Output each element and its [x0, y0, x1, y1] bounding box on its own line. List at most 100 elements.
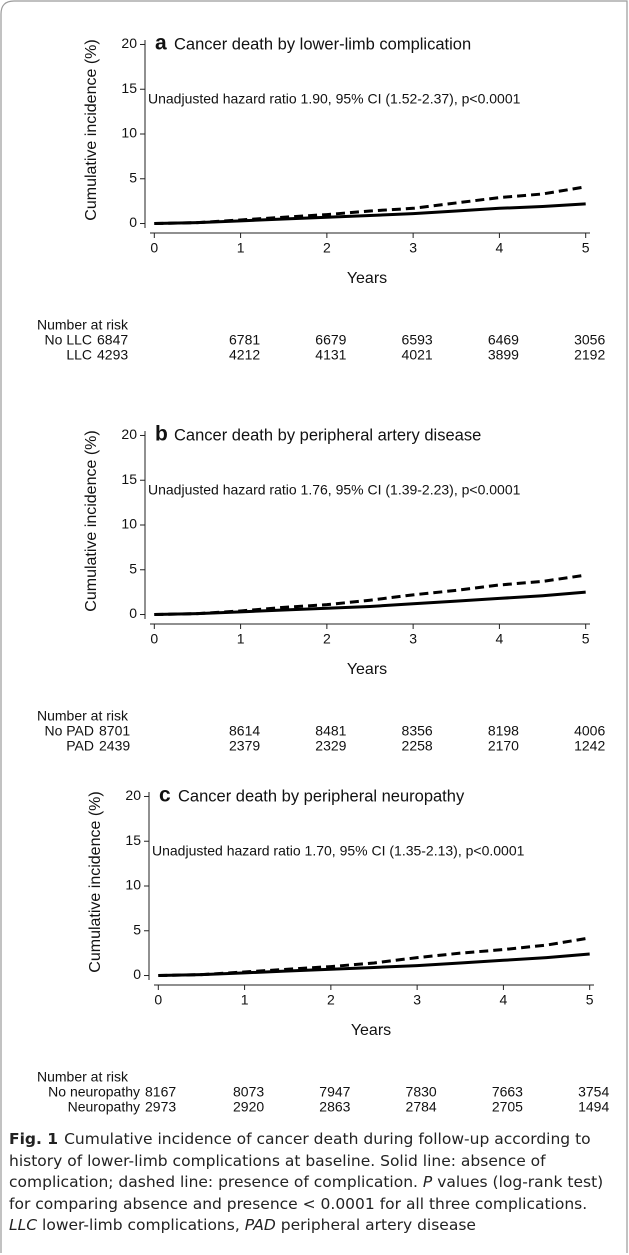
x-axis-title: Years [347, 661, 387, 678]
risk-value: 6593 [402, 332, 433, 348]
risk-value: 6781 [229, 332, 260, 348]
y-tick-label: 20 [121, 35, 137, 51]
risk-value: 2258 [402, 738, 433, 754]
y-tick-label: 15 [125, 832, 141, 848]
risk-value: 8614 [229, 723, 260, 739]
risk-value: 2973 [145, 1099, 176, 1115]
y-tick-label: 0 [129, 214, 137, 230]
x-axis-title: Years [351, 1022, 391, 1039]
risk-value: 3056 [574, 332, 605, 348]
risk-value: 2379 [229, 738, 260, 754]
y-tick-label: 5 [129, 560, 137, 576]
risk-value: 2192 [574, 347, 605, 363]
risk-value: 8198 [488, 723, 519, 739]
risk-row-label: Neuropathy [68, 1099, 140, 1115]
x-tick-label: 3 [409, 631, 417, 647]
risk-value: 1494 [578, 1099, 609, 1115]
risk-value: 4006 [574, 723, 605, 739]
caption-text: values (log-rank test) for comparing abs… [9, 1173, 604, 1213]
y-axis-title: Cumulative incidence (%) [83, 430, 100, 611]
y-tick-label: 10 [121, 516, 137, 532]
x-tick-label: 4 [496, 631, 504, 647]
risk-row-label: LLC [66, 347, 92, 363]
risk-value: 7663 [492, 1084, 523, 1100]
risk-value: 8481 [315, 723, 346, 739]
annotation: Unadjusted hazard ratio 1.76, 95% CI (1.… [148, 482, 521, 498]
risk-value: 2784 [406, 1099, 437, 1115]
panel-label: a [155, 32, 167, 55]
risk-value: 8701 [99, 723, 130, 739]
risk-value: 8356 [402, 723, 433, 739]
risk-value: 4021 [402, 347, 433, 363]
y-tick-label: 5 [133, 921, 141, 937]
x-tick-label: 1 [237, 631, 245, 647]
risk-value: 7830 [406, 1084, 437, 1100]
chart-title: Cancer death by lower-limb complication [174, 35, 471, 53]
y-tick-label: 0 [133, 966, 141, 982]
x-tick-label: 2 [327, 992, 335, 1008]
risk-value: 4131 [315, 347, 346, 363]
risk-value: 4212 [229, 347, 260, 363]
x-tick-label: 1 [241, 992, 249, 1008]
risk-value: 1242 [574, 738, 605, 754]
risk-row-label: No LLC [45, 332, 92, 348]
caption-text: LLC [9, 1216, 38, 1234]
x-tick-label: 0 [154, 992, 162, 1008]
x-tick-label: 0 [150, 631, 158, 647]
risk-table-title: Number at risk [37, 1069, 129, 1085]
caption-text: PAD [244, 1216, 276, 1234]
curve [158, 936, 590, 978]
x-tick-label: 5 [582, 631, 590, 647]
risk-value: 6847 [97, 332, 128, 348]
caption-text: Cumulative incidence of cancer death dur… [9, 1130, 591, 1191]
risk-value: 8073 [233, 1084, 264, 1100]
caption-text: lower-limb complications, [42, 1216, 240, 1234]
x-tick-label: 5 [582, 240, 590, 256]
y-tick-label: 15 [121, 80, 137, 96]
annotation: Unadjusted hazard ratio 1.90, 95% CI (1.… [148, 91, 521, 107]
risk-value: 2863 [319, 1099, 350, 1115]
risk-value: 3899 [488, 347, 519, 363]
x-axis-title: Years [347, 270, 387, 287]
risk-table-title: Number at risk [37, 708, 129, 724]
x-tick-label: 4 [500, 992, 508, 1008]
x-tick-label: 2 [323, 631, 331, 647]
risk-value: 2920 [233, 1099, 264, 1115]
y-tick-label: 5 [129, 169, 137, 185]
y-tick-label: 15 [121, 471, 137, 487]
risk-value: 7947 [319, 1084, 350, 1100]
annotation: Unadjusted hazard ratio 1.70, 95% CI (1.… [152, 843, 525, 859]
caption-text: P [422, 1173, 433, 1191]
y-tick-label: 20 [121, 426, 137, 442]
curve [154, 573, 586, 617]
y-axis-title: Cumulative incidence (%) [83, 39, 100, 220]
y-tick-label: 10 [121, 125, 137, 141]
panel-label: c [159, 784, 171, 807]
risk-table-title: Number at risk [37, 317, 129, 333]
risk-row-label: No neuropathy [48, 1084, 140, 1100]
caption: Fig. 1 Cumulative incidence of cancer dea… [9, 1129, 614, 1237]
risk-value: 2170 [488, 738, 519, 754]
risk-value: 2439 [99, 738, 130, 754]
y-axis-title: Cumulative incidence (%) [87, 791, 104, 972]
chart-title: Cancer death by peripheral artery diseas… [174, 426, 481, 444]
risk-value: 2329 [315, 738, 346, 754]
risk-value: 6469 [488, 332, 519, 348]
risk-value: 4293 [97, 347, 128, 363]
curve [154, 185, 586, 226]
risk-value: 2705 [492, 1099, 523, 1115]
x-tick-label: 1 [237, 240, 245, 256]
x-tick-label: 0 [150, 240, 158, 256]
caption-text: peripheral artery disease [280, 1216, 476, 1234]
risk-value: 3754 [578, 1084, 609, 1100]
chart-title: Cancer death by peripheral neuropathy [178, 787, 465, 805]
risk-value: 8167 [145, 1084, 176, 1100]
x-tick-label: 2 [323, 240, 331, 256]
panel-label: b [155, 423, 168, 446]
risk-row-label: PAD [66, 738, 94, 754]
y-tick-label: 10 [125, 877, 141, 893]
x-tick-label: 4 [496, 240, 504, 256]
